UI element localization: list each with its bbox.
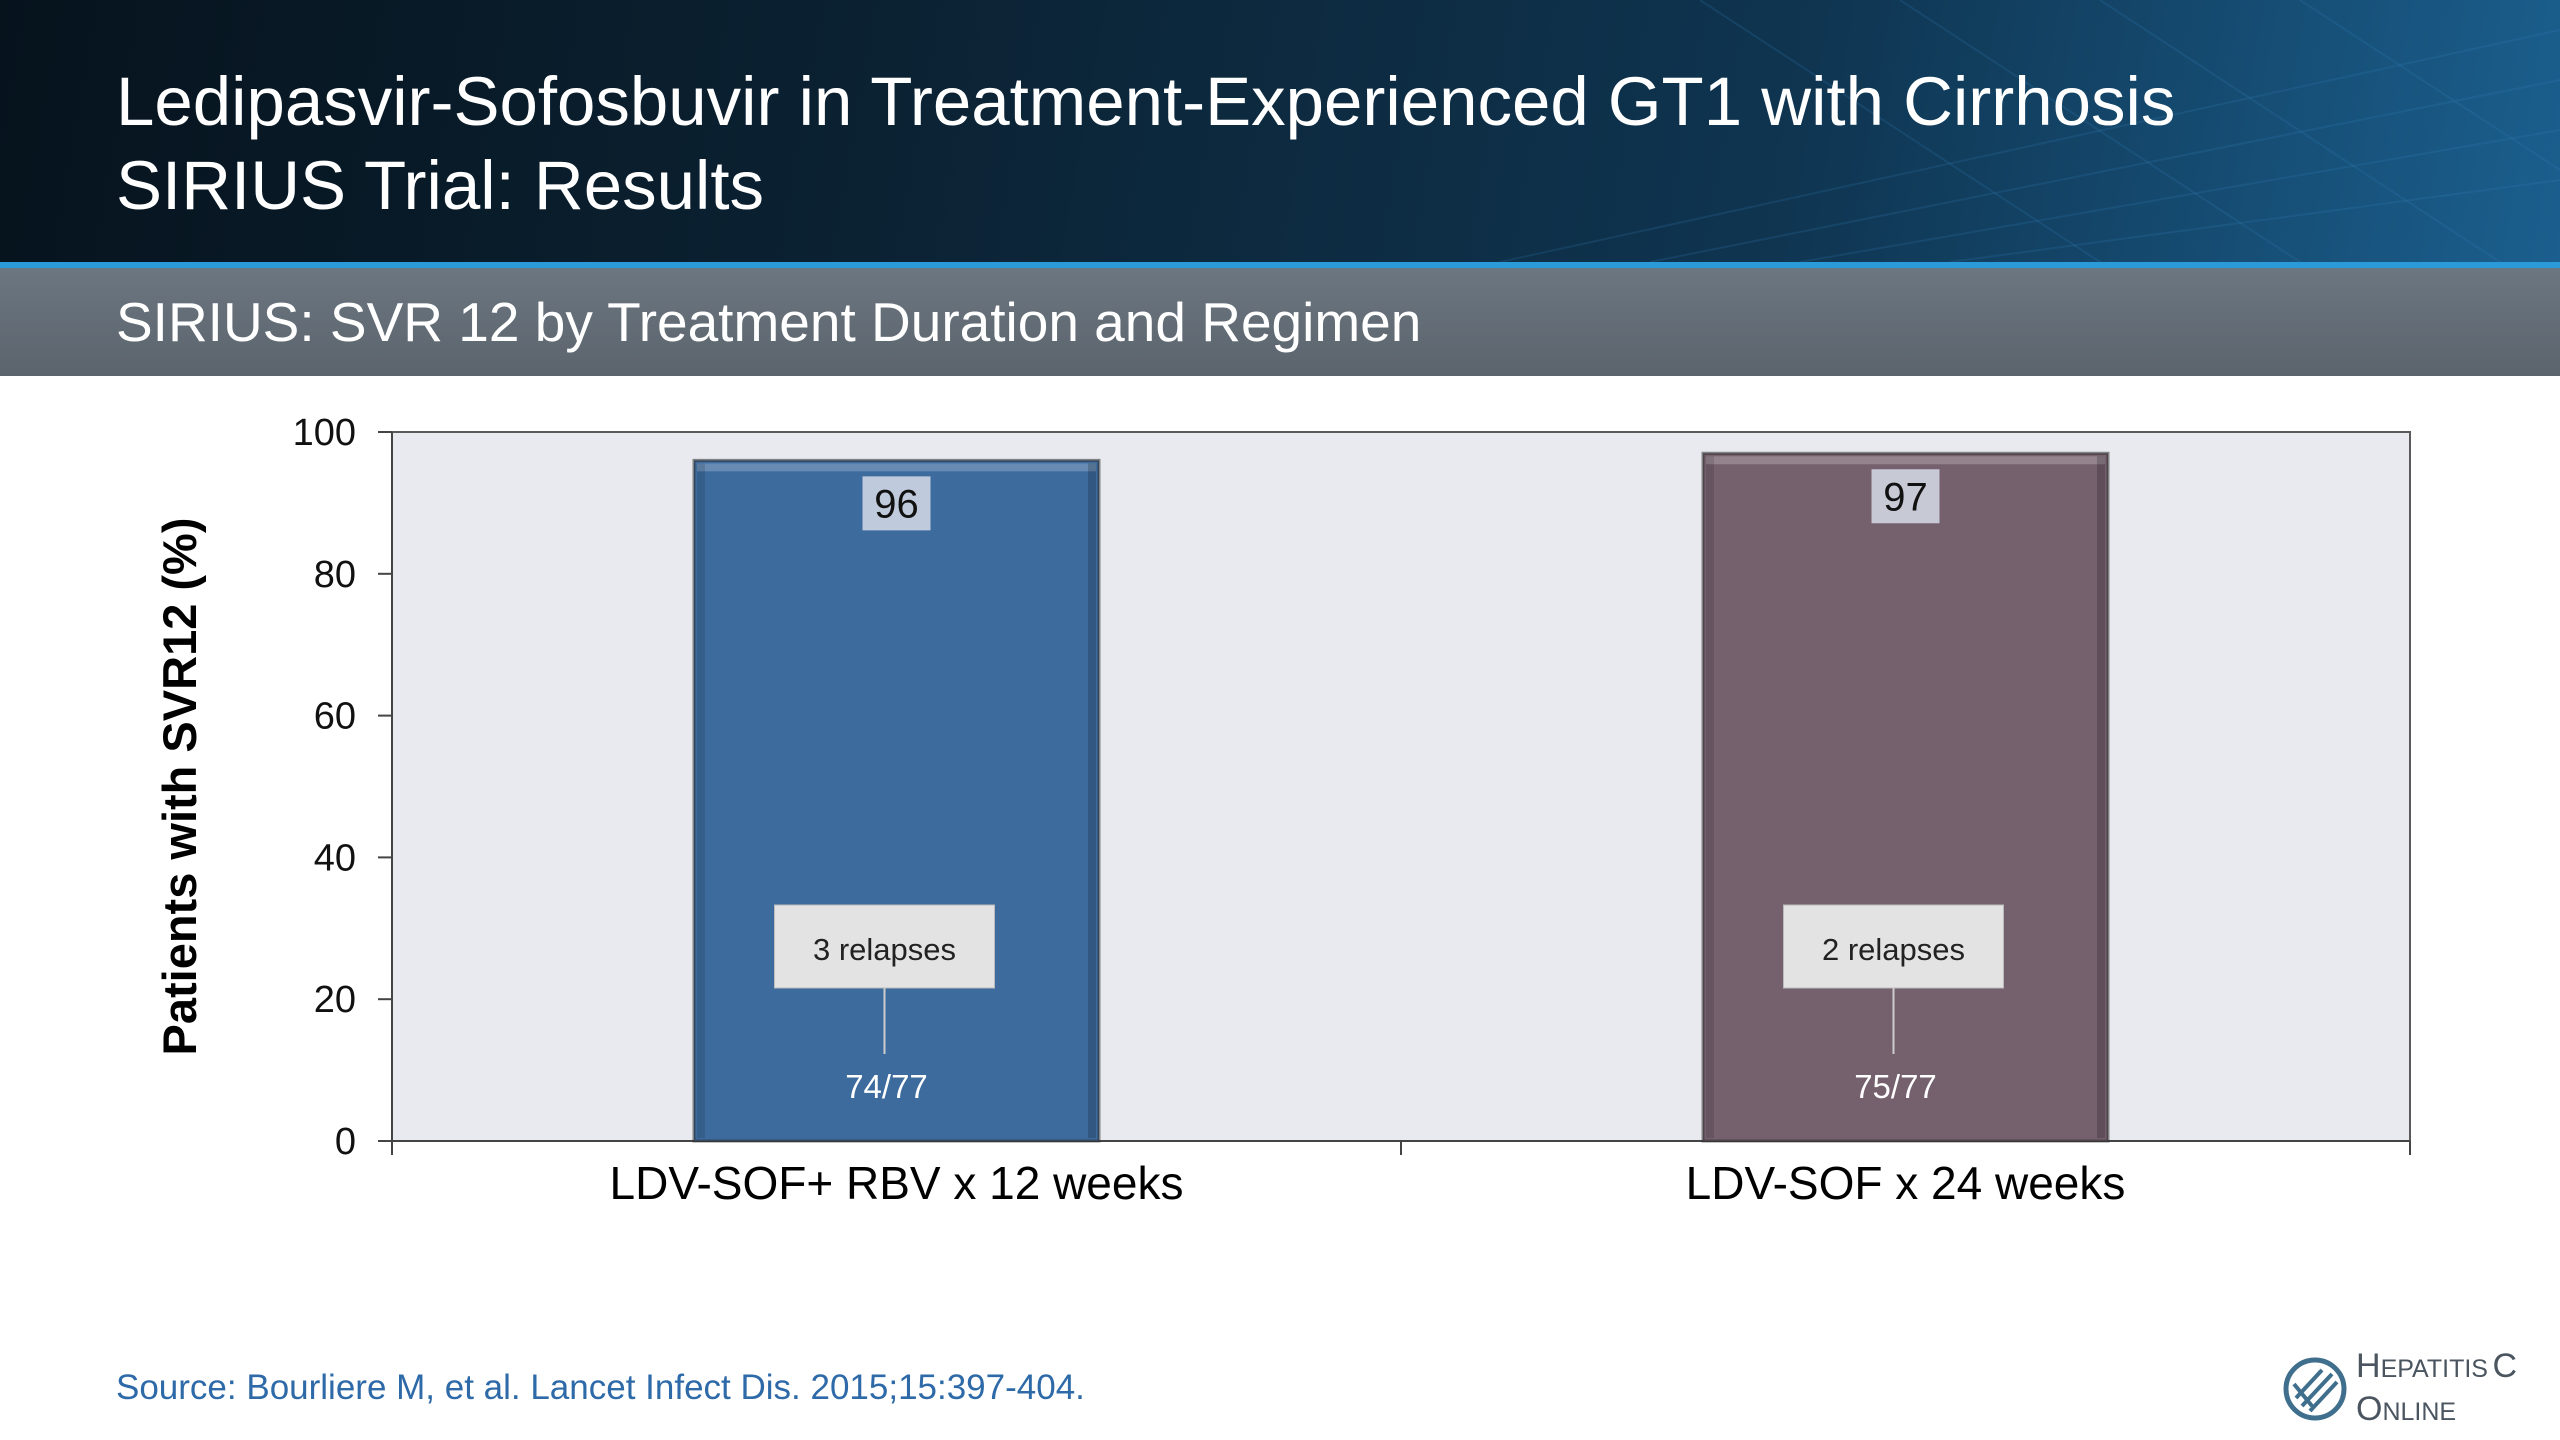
slide-header: Ledipasvir-Sofosbuvir in Treatment-Exper… bbox=[0, 0, 2560, 268]
chart-subtitle: SIRIUS: SVR 12 by Treatment Duration and… bbox=[116, 291, 1422, 353]
logo-nline: NLINE bbox=[2382, 1398, 2457, 1426]
bar-bevel-top bbox=[1706, 456, 2105, 465]
bar-bevel-right bbox=[2097, 456, 2105, 1138]
bar-chart: 0 20 40 60 80 100 Patients with SVR12 (%) 96 3 r… bbox=[153, 412, 2411, 1209]
bar-2 bbox=[1701, 451, 2110, 1143]
bar-bevel-left bbox=[1706, 456, 1714, 1138]
page-title-line-1: Ledipasvir-Sofosbuvir in Treatment-Exper… bbox=[116, 63, 2176, 140]
annotation-box bbox=[774, 904, 995, 989]
page-title-line-2: SIRIUS Trial: Results bbox=[116, 147, 764, 224]
y-tick-label: 80 bbox=[314, 554, 356, 596]
bar-bevel-left bbox=[697, 463, 705, 1138]
y-tick-label: 100 bbox=[293, 412, 356, 454]
value-label: 97 bbox=[1883, 475, 1928, 519]
header-grid-decoration bbox=[1499, 0, 2560, 262]
y-tick-label: 40 bbox=[314, 837, 356, 879]
annotation-label: 2 relapses bbox=[1822, 932, 1965, 967]
y-tick-label: 0 bbox=[335, 1121, 356, 1163]
y-tick-label: 60 bbox=[314, 696, 356, 738]
source-citation: Source: Bourliere M, et al. Lancet Infec… bbox=[116, 1368, 1085, 1407]
logo-wordmark: HEPATITIS C ONLINE bbox=[2356, 1348, 2517, 1434]
y-tick-label: 20 bbox=[314, 979, 356, 1021]
page-title: Ledipasvir-Sofosbuvir in Treatment-Exper… bbox=[116, 60, 2175, 228]
subheader-bar: SIRIUS: SVR 12 by Treatment Duration and… bbox=[0, 268, 2560, 376]
fraction-label: 75/77 bbox=[1854, 1068, 1937, 1105]
bar-bevel-top bbox=[697, 463, 1096, 472]
logo-h: H bbox=[2356, 1347, 2381, 1385]
x-category-label: LDV-SOF+ RBV x 12 weeks bbox=[610, 1157, 1184, 1209]
logo-epatitis: EPATITIS bbox=[2380, 1355, 2488, 1383]
hepatitis-c-online-logo: HEPATITIS C ONLINE bbox=[2282, 1348, 2542, 1428]
hepatitis-c-online-logo-icon bbox=[2283, 1357, 2347, 1421]
bar-bevel-right bbox=[1088, 463, 1096, 1138]
value-label-box bbox=[862, 476, 931, 531]
logo-c: C bbox=[2492, 1347, 2517, 1385]
fraction-label: 74/77 bbox=[845, 1068, 928, 1105]
annotation-label: 3 relapses bbox=[813, 932, 956, 967]
y-axis-title: Patients with SVR12 (%) bbox=[153, 518, 206, 1056]
bar-1 bbox=[692, 458, 1101, 1143]
value-label: 96 bbox=[874, 482, 919, 526]
header-accent-stripe bbox=[0, 262, 2560, 268]
x-category-label: LDV-SOF x 24 weeks bbox=[1686, 1157, 2126, 1209]
value-label-box bbox=[1871, 469, 1940, 524]
annotation-box bbox=[1783, 904, 2004, 989]
logo-o: O bbox=[2356, 1390, 2383, 1428]
